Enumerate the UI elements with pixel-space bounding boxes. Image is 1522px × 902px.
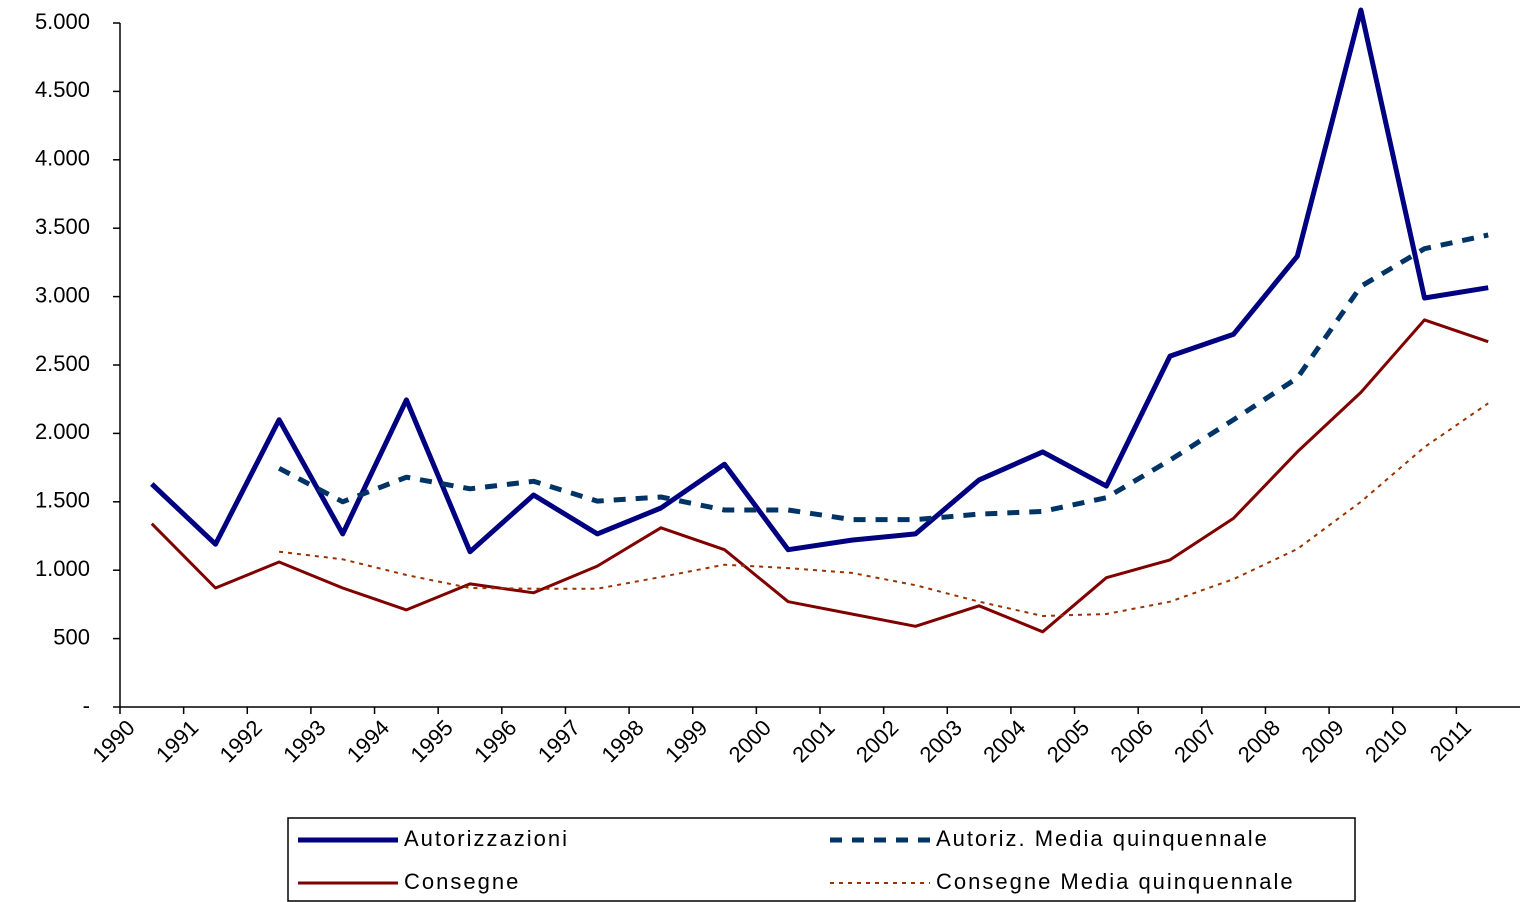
y-tick-label: 2.500 [35,351,90,376]
legend-label: Autorizzazioni [404,826,569,851]
x-tick-label: 1997 [533,715,585,767]
x-tick-label: 1992 [215,715,267,767]
x-tick-label: 2011 [1425,715,1476,766]
x-tick-label: 1991 [151,715,203,767]
x-tick-label: 2003 [915,715,967,767]
x-tick-label: 1993 [278,715,330,767]
x-tick-label: 2006 [1106,715,1158,767]
x-tick-label: 2002 [851,715,903,767]
x-tick-label: 2009 [1296,715,1348,767]
y-tick-label: 1.000 [35,556,90,581]
y-tick-label: - [83,693,90,718]
x-tick-label: 1998 [596,715,648,767]
x-tick-label: 1994 [342,715,394,767]
legend-label: Consegne Media quinquennale [936,869,1295,894]
series-line [150,7,1489,555]
series-line [277,232,1489,523]
x-tick-label: 2005 [1042,715,1094,767]
series-line [278,402,1489,617]
y-tick-label: 4.000 [35,146,90,171]
legend-box [287,817,1356,902]
x-tick-label: 2010 [1360,715,1412,767]
x-tick-label: 2008 [1233,715,1285,767]
x-tick-label: 1990 [87,715,139,767]
x-tick-label: 2001 [787,715,839,767]
y-tick-label: 5.000 [35,9,90,34]
x-tick-label: 1995 [406,715,458,767]
x-tick-label: 2004 [978,715,1030,767]
y-tick-label: 500 [53,624,90,649]
y-tick-label: 3.000 [35,282,90,307]
x-tick-label: 1999 [660,715,712,767]
y-tick-label: 1.500 [35,488,90,513]
y-tick-label: 4.500 [35,77,90,102]
x-tick-label: 2007 [1169,715,1221,767]
legend-label: Autoriz. Media quinquennale [936,826,1269,851]
y-tick-label: 3.500 [35,214,90,239]
legend-label: Consegne [404,869,520,894]
y-tick-label: 2.000 [35,419,90,444]
x-tick-label: 1996 [469,715,521,767]
series-line [150,318,1489,634]
x-tick-label: 2000 [724,715,776,767]
